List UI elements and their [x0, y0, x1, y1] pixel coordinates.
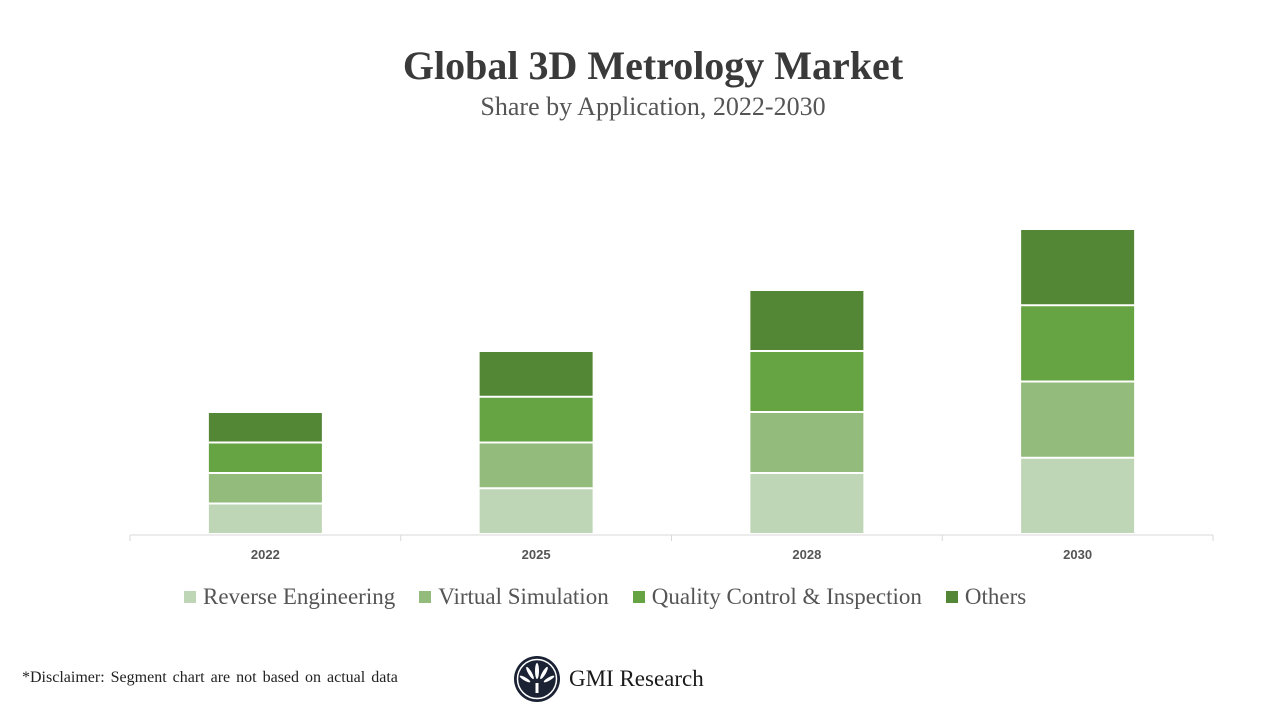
legend-swatch [945, 591, 958, 603]
x-tick-label: 2028 [792, 547, 821, 562]
bar-segment-quality-control-inspection-2022 [208, 443, 322, 472]
legend-item: Others [945, 584, 1027, 610]
legend-label: Quality Control & Inspection [651, 584, 922, 609]
bar-segment-quality-control-inspection-2028 [750, 352, 864, 411]
bar-segment-quality-control-inspection-2030 [1021, 306, 1135, 381]
bar-segment-virtual-simulation-2030 [1021, 382, 1135, 457]
bar-segment-others-2028 [750, 291, 864, 350]
bar-segment-reverse-engineering-2022 [208, 504, 322, 533]
legend-item: Reverse Engineering [184, 584, 395, 610]
bar-segment-quality-control-inspection-2025 [479, 397, 593, 442]
bar-segment-virtual-simulation-2022 [208, 474, 322, 503]
legend-label: Others [964, 584, 1027, 609]
bar-segment-others-2022 [208, 413, 322, 442]
bar-segment-reverse-engineering-2028 [750, 474, 864, 533]
legend-swatch [632, 591, 645, 603]
legend-swatch [419, 591, 432, 603]
x-tick-label: 2030 [1063, 547, 1092, 562]
brand-name: GMI Research [569, 666, 704, 691]
chart-subtitle: Share by Application, 2022-2030 [480, 92, 826, 121]
legend-item: Virtual Simulation [419, 584, 609, 610]
bar-segment-virtual-simulation-2028 [750, 413, 864, 472]
legend: Reverse Engineering Virtual Simulation Qua… [184, 584, 1050, 610]
bar-segment-others-2025 [479, 352, 593, 396]
legend-item: Quality Control & Inspection [632, 584, 922, 610]
bar-segment-virtual-simulation-2025 [479, 443, 593, 488]
disclaimer: *Disclaimer: Segment chart are not based… [22, 669, 398, 686]
legend-swatch [184, 591, 196, 603]
x-tick-label: 2025 [522, 547, 551, 562]
legend-label: Reverse Engineering [203, 584, 396, 609]
chart-title: Global 3D Metrology Market [402, 43, 904, 88]
bar-segment-reverse-engineering-2025 [479, 489, 593, 533]
legend-label: Virtual Simulation [438, 584, 609, 609]
bar-segment-reverse-engineering-2030 [1021, 458, 1135, 533]
gmi-logo-icon [514, 656, 560, 702]
bar-segment-others-2030 [1021, 230, 1135, 305]
x-tick-label: 2022 [251, 547, 280, 562]
gmi-logo: GMI Research [513, 655, 704, 703]
